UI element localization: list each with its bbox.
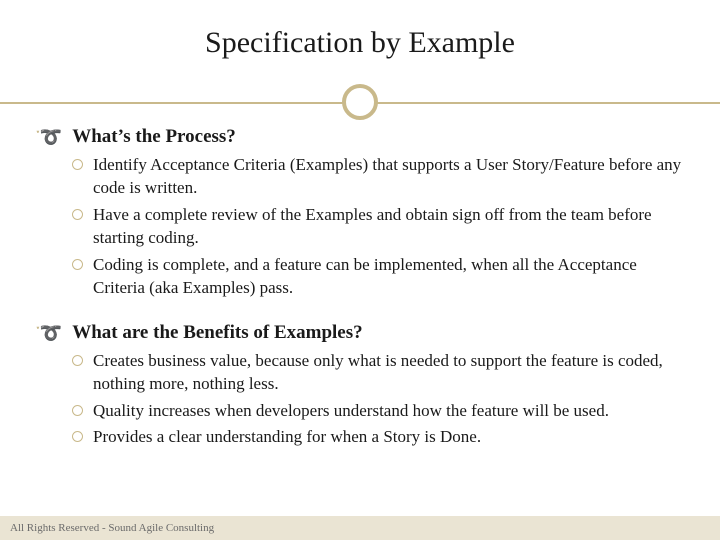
item-text: Creates business value, because only wha… [93,350,684,396]
item-text: Identify Acceptance Criteria (Examples) … [93,154,684,200]
divider-circle-icon [342,84,378,120]
swirl-bullet-icon: ་➰ [36,324,62,342]
item-text: Quality increases when developers unders… [93,400,609,423]
title-wrap: Specification by Example [30,20,690,60]
hollow-bullet-icon [72,355,83,366]
hollow-bullet-icon [72,259,83,270]
divider-wrap [30,84,690,120]
list-item: Have a complete review of the Examples a… [72,204,684,250]
hollow-bullet-icon [72,159,83,170]
section-items: Creates business value, because only wha… [72,350,684,450]
section-heading: What’s the Process? [72,126,236,148]
list-item: Coding is complete, and a feature can be… [72,254,684,300]
item-text: Coding is complete, and a feature can be… [93,254,684,300]
section-items: Identify Acceptance Criteria (Examples) … [72,154,684,300]
item-text: Have a complete review of the Examples a… [93,204,684,250]
list-item: Provides a clear understanding for when … [72,426,684,449]
hollow-bullet-icon [72,405,83,416]
list-item: Creates business value, because only wha… [72,350,684,396]
hollow-bullet-icon [72,431,83,442]
section-heading: What are the Benefits of Examples? [72,322,362,344]
list-item: Identify Acceptance Criteria (Examples) … [72,154,684,200]
swirl-bullet-icon: ་➰ [36,128,62,146]
section-heading-row: ་➰ What’s the Process? [36,126,684,148]
list-item: Quality increases when developers unders… [72,400,684,423]
footer-text: All Rights Reserved - Sound Agile Consul… [10,522,214,534]
hollow-bullet-icon [72,209,83,220]
footer: All Rights Reserved - Sound Agile Consul… [0,516,720,540]
item-text: Provides a clear understanding for when … [93,426,481,449]
body: ་➰ What’s the Process? Identify Acceptan… [30,120,690,449]
slide-title: Specification by Example [205,26,515,60]
slide: Specification by Example ་➰ What’s the P… [0,0,720,540]
section-heading-row: ་➰ What are the Benefits of Examples? [36,322,684,344]
